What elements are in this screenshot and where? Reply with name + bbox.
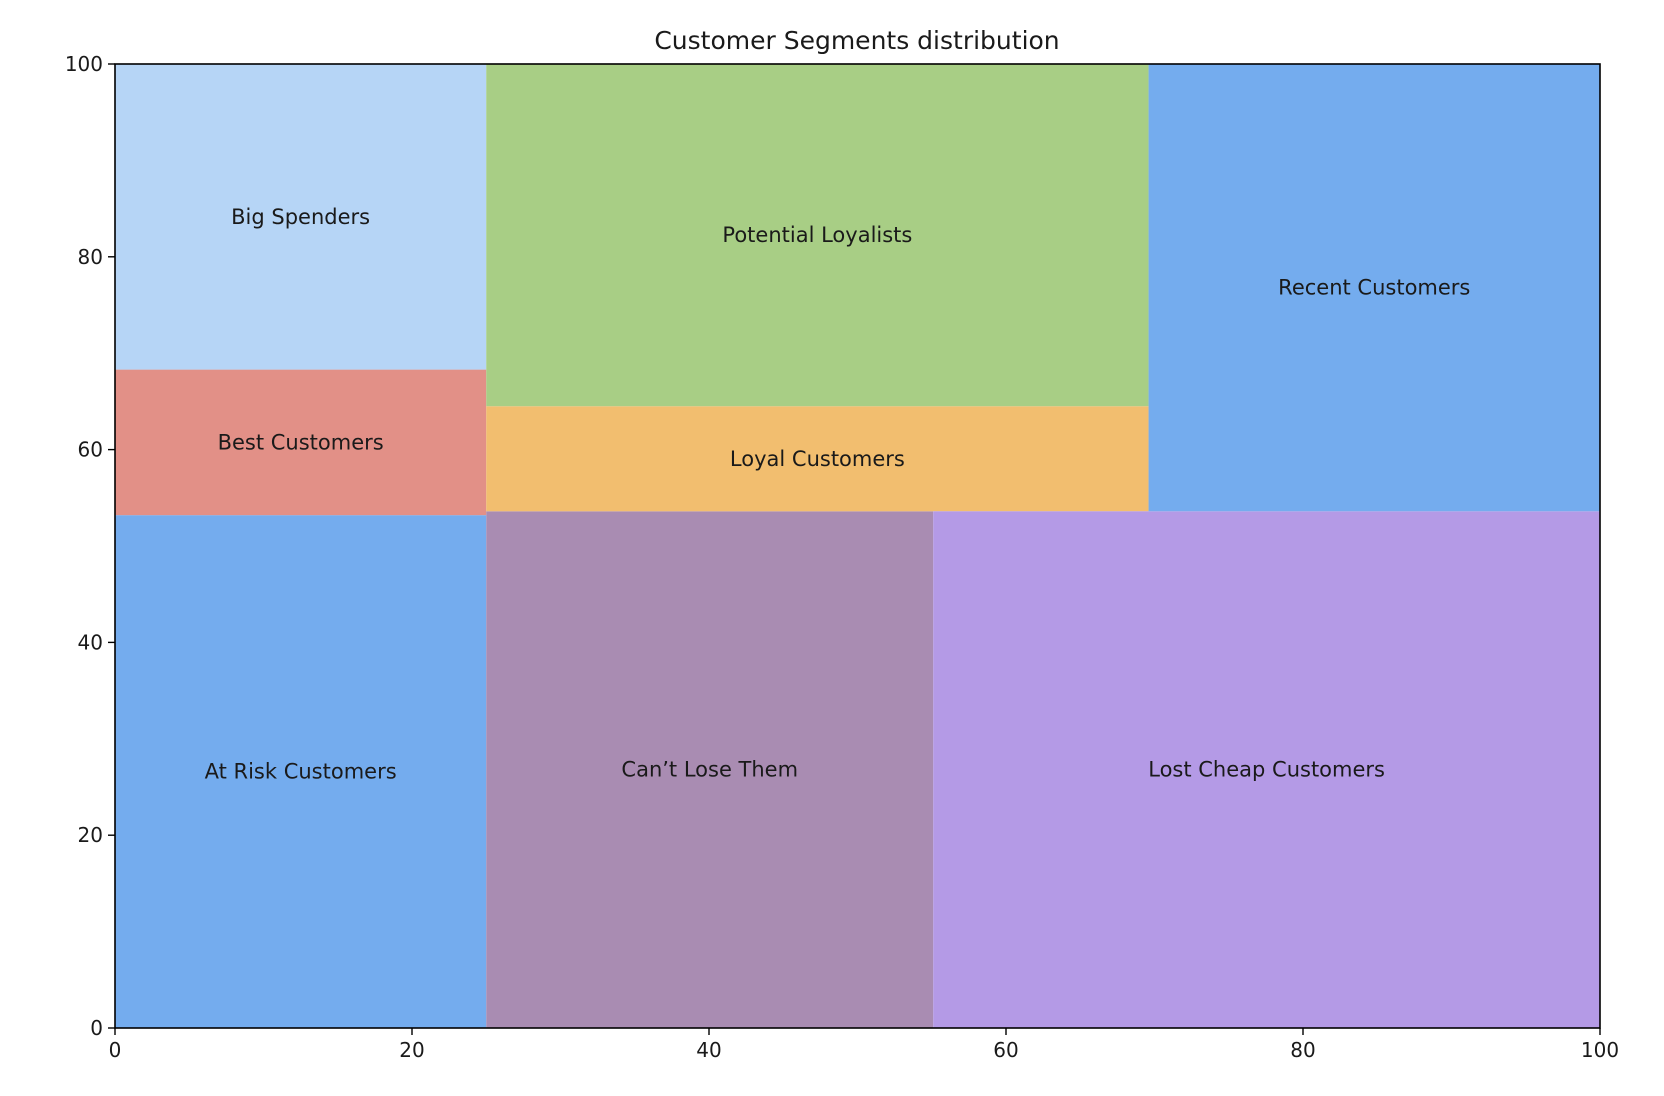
- treemap-label-best-customers: Best Customers: [218, 430, 384, 454]
- treemap-cell-recent-customers: [1148, 64, 1600, 512]
- y-axis: 0 20 40 60 80 100: [65, 52, 115, 1040]
- chart-title: Customer Segments distribution: [654, 26, 1059, 55]
- treemap-label-lost-cheap-customers: Lost Cheap Customers: [1148, 758, 1385, 782]
- treemap-label-at-risk-customers: At Risk Customers: [205, 760, 397, 784]
- x-tick-label: 80: [1290, 1038, 1315, 1062]
- plot-frame: [114, 63, 1601, 1029]
- x-tick-label: 40: [696, 1038, 721, 1062]
- treemap-cell-at-risk-customers: [115, 515, 487, 1028]
- treemap-label-loyal-customers: Loyal Customers: [730, 447, 905, 471]
- y-tick-label: 100: [65, 52, 103, 76]
- treemap-cell-can-t-lose-them: [486, 511, 934, 1028]
- treemap-cells: [115, 64, 1600, 1028]
- x-tick-label: 100: [1581, 1038, 1619, 1062]
- treemap-labels: At Risk Customers Best Customers Big Spend…: [205, 205, 1471, 784]
- x-axis: 0 20 40 60 80 100: [109, 1028, 1619, 1062]
- y-tick-label: 60: [78, 438, 103, 462]
- treemap-cell-potential-loyalists: [486, 64, 1149, 407]
- y-tick-label: 80: [78, 245, 103, 269]
- treemap-label-big-spenders: Big Spenders: [231, 205, 370, 229]
- treemap-label-recent-customers: Recent Customers: [1278, 276, 1470, 300]
- x-tick-label: 60: [993, 1038, 1018, 1062]
- treemap-label-can-t-lose-them: Can’t Lose Them: [621, 758, 798, 782]
- treemap-cell-lost-cheap-customers: [933, 511, 1600, 1028]
- y-tick-label: 20: [78, 823, 103, 847]
- treemap-cell-best-customers: [115, 369, 487, 516]
- x-tick-label: 20: [399, 1038, 424, 1062]
- treemap-cell-big-spenders: [115, 64, 487, 370]
- y-tick-label: 40: [78, 630, 103, 654]
- x-tick-label: 0: [109, 1038, 122, 1062]
- treemap-label-potential-loyalists: Potential Loyalists: [722, 223, 912, 247]
- treemap-cell-loyal-customers: [486, 406, 1149, 512]
- y-tick-label: 0: [90, 1016, 103, 1040]
